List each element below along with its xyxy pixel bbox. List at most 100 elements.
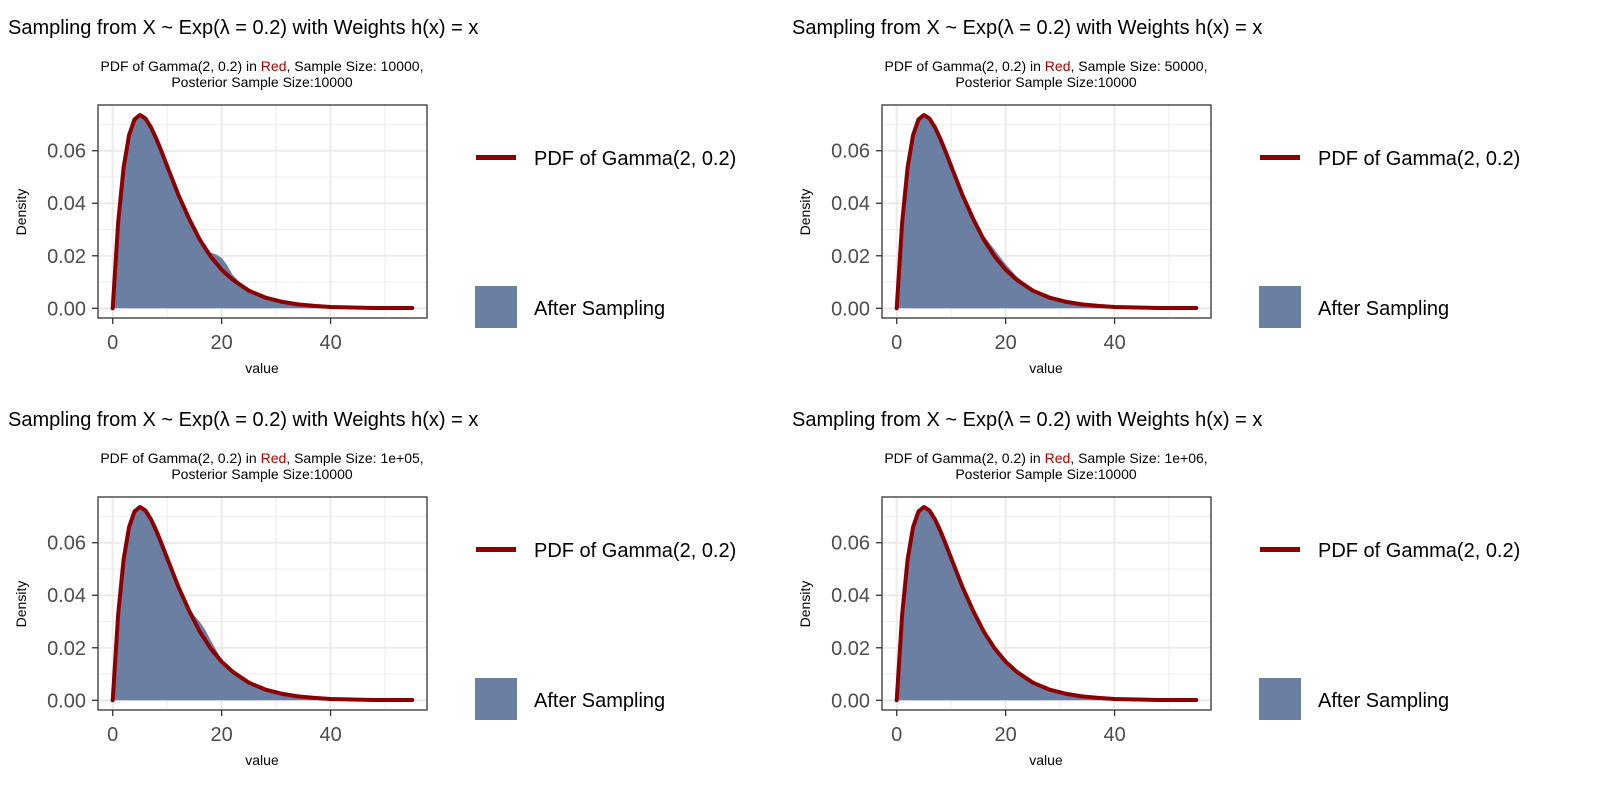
chart-svg: Sampling from X ~ Exp(λ = 0.2) with Weig… — [8, 17, 736, 376]
chart-subtitle-line1: PDF of Gamma(2, 0.2) in Red, Sample Size… — [884, 450, 1207, 466]
subtitle-suffix: , Sample Size: 50000, — [1070, 58, 1207, 74]
density-area — [112, 116, 386, 309]
y-tick-label: 0.00 — [831, 298, 870, 320]
legend-label-fill: After Sampling — [534, 690, 665, 712]
chart-subtitle-line2: Posterior Sample Size:10000 — [171, 74, 353, 90]
chart-subtitle-line1: PDF of Gamma(2, 0.2) in Red, Sample Size… — [101, 58, 424, 74]
legend-key-curve — [476, 547, 516, 552]
pdf-curve — [894, 112, 1199, 311]
y-axis-title: Density — [13, 189, 29, 236]
x-axis-title: value — [1029, 752, 1063, 768]
legend: PDF of Gamma(2, 0.2) After Sampling — [1259, 540, 1520, 720]
legend-key-curve — [1260, 155, 1300, 160]
x-tick-label: 40 — [1103, 724, 1125, 746]
subtitle-highlight: Red — [1045, 58, 1071, 74]
legend-key-curve — [476, 155, 516, 160]
chart-subtitle-line2: Posterior Sample Size:10000 — [171, 466, 353, 482]
legend: PDF of Gamma(2, 0.2) After Sampling — [475, 148, 736, 328]
subtitle-suffix: , Sample Size: 1e+06, — [1070, 450, 1207, 466]
y-axis-title: Density — [797, 189, 813, 236]
y-axis-title: Density — [797, 581, 813, 628]
plot-area: 0 20 40 0.00 0.02 0.04 0.06 — [831, 496, 1212, 746]
x-tick-label: 20 — [995, 724, 1017, 746]
legend-label-curve: PDF of Gamma(2, 0.2) — [1318, 148, 1520, 170]
chart-title: Sampling from X ~ Exp(λ = 0.2) with Weig… — [8, 409, 478, 431]
legend-key-fill — [475, 286, 517, 328]
chart-svg: Sampling from X ~ Exp(λ = 0.2) with Weig… — [8, 409, 736, 768]
plot-frame — [881, 104, 1212, 319]
plot-frame — [881, 496, 1212, 711]
x-axis-title: value — [245, 752, 279, 768]
legend-key-curve — [1260, 547, 1300, 552]
x-tick-label: 0 — [891, 332, 902, 354]
subtitle-prefix: PDF of Gamma(2, 0.2) in — [884, 450, 1044, 466]
chart-subtitle-line1: PDF of Gamma(2, 0.2) in Red, Sample Size… — [100, 450, 423, 466]
chart-subtitle-line1: PDF of Gamma(2, 0.2) in Red, Sample Size… — [885, 58, 1208, 74]
chart-subtitle-line2: Posterior Sample Size:10000 — [955, 74, 1137, 90]
legend-label-fill: After Sampling — [534, 298, 665, 320]
legend-label-curve: PDF of Gamma(2, 0.2) — [534, 540, 736, 562]
plot-area: 0 20 40 0.00 0.02 0.04 0.06 — [47, 104, 428, 354]
legend: PDF of Gamma(2, 0.2) After Sampling — [1259, 148, 1520, 328]
x-tick-label: 20 — [211, 724, 233, 746]
y-tick-label: 0.06 — [831, 141, 870, 163]
y-tick-label: 0.04 — [831, 193, 870, 215]
y-tick-label: 0.00 — [47, 690, 86, 712]
y-tick-label: 0.04 — [47, 585, 86, 607]
y-tick-label: 0.04 — [47, 193, 86, 215]
x-tick-label: 40 — [1103, 332, 1125, 354]
panel: Sampling from X ~ Exp(λ = 0.2) with Weig… — [0, 392, 800, 792]
subtitle-suffix: , Sample Size: 1e+05, — [286, 450, 423, 466]
subtitle-prefix: PDF of Gamma(2, 0.2) in — [885, 58, 1045, 74]
x-tick-label: 0 — [107, 332, 118, 354]
plot-frame — [97, 496, 428, 711]
y-tick-label: 0.02 — [47, 246, 86, 268]
plot-area: 0 20 40 0.00 0.02 0.04 0.06 — [831, 104, 1212, 354]
legend-label-fill: After Sampling — [1318, 298, 1449, 320]
y-axis-title: Density — [13, 581, 29, 628]
legend-label-curve: PDF of Gamma(2, 0.2) — [1318, 540, 1520, 562]
legend-key-fill — [1259, 678, 1301, 720]
y-tick-label: 0.04 — [831, 585, 870, 607]
x-tick-label: 40 — [319, 724, 341, 746]
density-area — [896, 508, 1170, 701]
y-tick-label: 0.02 — [831, 638, 870, 660]
x-axis-title: value — [1029, 360, 1063, 376]
panel: Sampling from X ~ Exp(λ = 0.2) with Weig… — [0, 0, 800, 400]
x-tick-label: 20 — [995, 332, 1017, 354]
chart-title: Sampling from X ~ Exp(λ = 0.2) with Weig… — [8, 17, 478, 39]
x-axis-title: value — [245, 360, 279, 376]
y-tick-label: 0.02 — [831, 246, 870, 268]
chart-svg: Sampling from X ~ Exp(λ = 0.2) with Weig… — [792, 17, 1520, 376]
chart-svg: Sampling from X ~ Exp(λ = 0.2) with Weig… — [792, 409, 1520, 768]
density-area — [112, 507, 386, 701]
y-tick-label: 0.02 — [47, 638, 86, 660]
subtitle-prefix: PDF of Gamma(2, 0.2) in — [100, 450, 260, 466]
legend-label-curve: PDF of Gamma(2, 0.2) — [534, 148, 736, 170]
density-area — [896, 116, 1170, 309]
panel: Sampling from X ~ Exp(λ = 0.2) with Weig… — [784, 0, 1584, 400]
y-tick-label: 0.06 — [831, 533, 870, 555]
subtitle-suffix: , Sample Size: 10000, — [286, 58, 423, 74]
y-tick-label: 0.00 — [831, 690, 870, 712]
y-tick-label: 0.06 — [47, 533, 86, 555]
legend-key-fill — [1259, 286, 1301, 328]
pdf-curve — [110, 112, 415, 311]
subtitle-prefix: PDF of Gamma(2, 0.2) in — [101, 58, 261, 74]
chart-title: Sampling from X ~ Exp(λ = 0.2) with Weig… — [792, 409, 1262, 431]
y-tick-label: 0.00 — [47, 298, 86, 320]
panel: Sampling from X ~ Exp(λ = 0.2) with Weig… — [784, 392, 1584, 792]
plot-area: 0 20 40 0.00 0.02 0.04 0.06 — [47, 496, 428, 746]
pdf-curve — [110, 504, 415, 703]
x-tick-label: 20 — [211, 332, 233, 354]
plot-frame — [97, 104, 428, 319]
legend-key-fill — [475, 678, 517, 720]
chart-subtitle-line2: Posterior Sample Size:10000 — [955, 466, 1137, 482]
y-tick-label: 0.06 — [47, 141, 86, 163]
subtitle-highlight: Red — [261, 58, 287, 74]
chart-title: Sampling from X ~ Exp(λ = 0.2) with Weig… — [792, 17, 1262, 39]
legend: PDF of Gamma(2, 0.2) After Sampling — [475, 540, 736, 720]
pdf-curve — [894, 504, 1199, 703]
x-tick-label: 0 — [891, 724, 902, 746]
